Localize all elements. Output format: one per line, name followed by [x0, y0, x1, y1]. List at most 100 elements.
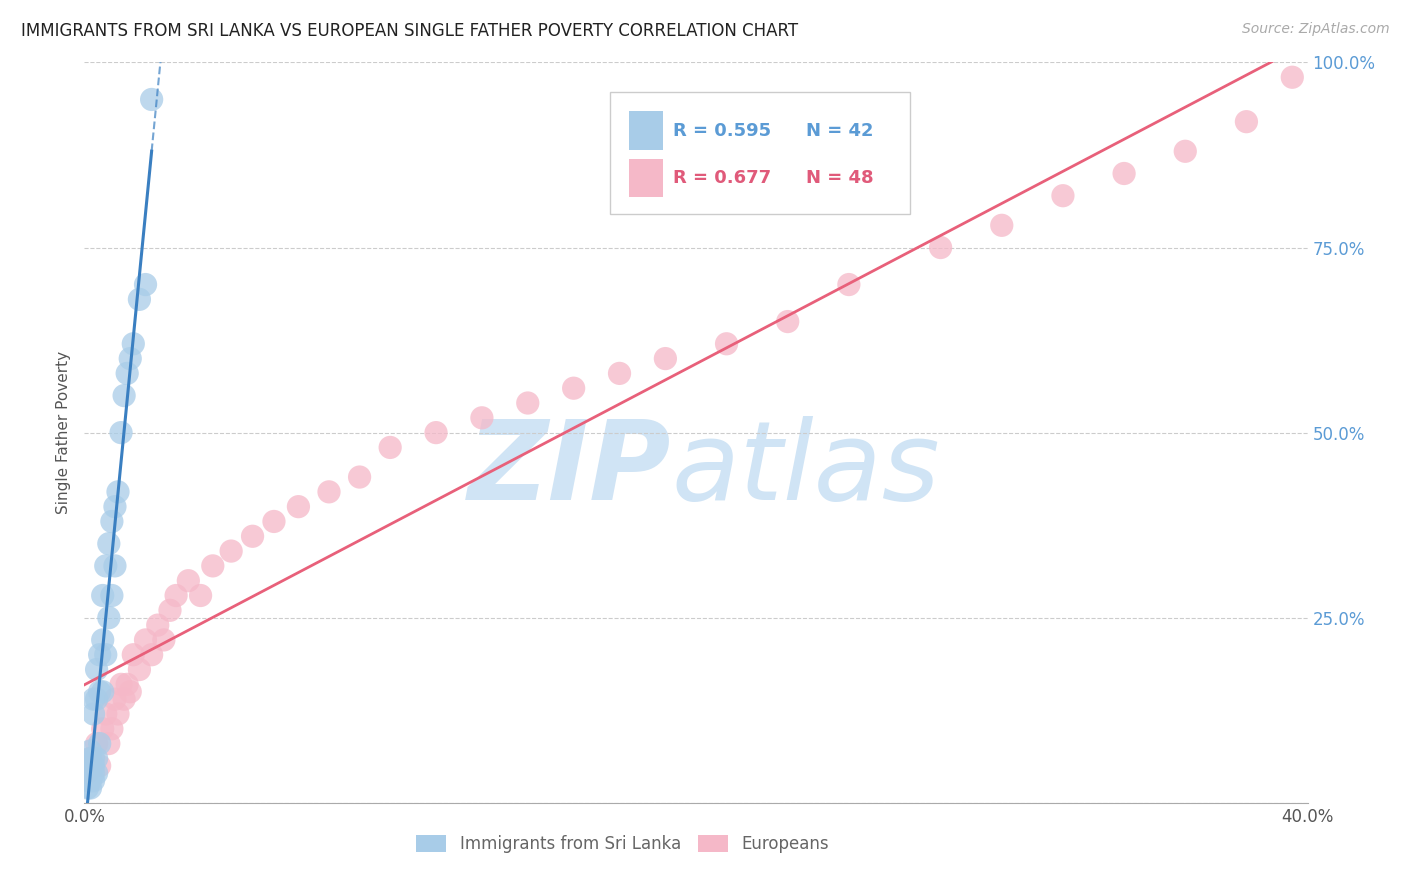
Point [94, 558, 117, 573]
Text: IMMIGRANTS FROM SRI LANKA VS EUROPEAN SINGLE FATHER POVERTY CORRELATION CHART: IMMIGRANTS FROM SRI LANKA VS EUROPEAN SI… [21, 22, 799, 40]
Point [104, 500, 127, 514]
Legend: Immigrants from Sri Lanka, Europeans: Immigrants from Sri Lanka, Europeans [408, 826, 837, 861]
Point [104, 558, 127, 573]
Point [86, 766, 108, 780]
FancyBboxPatch shape [628, 159, 664, 197]
Point [122, 648, 145, 662]
Point [141, 92, 163, 106]
Point [101, 722, 124, 736]
Point [471, 410, 494, 425]
Point [991, 219, 1014, 233]
Text: atlas: atlas [672, 417, 941, 523]
Text: ZIP: ZIP [468, 417, 672, 523]
Point [1281, 70, 1303, 85]
Point [97, 737, 120, 751]
Point [190, 589, 212, 603]
Text: R = 0.595: R = 0.595 [672, 121, 770, 139]
Point [97, 610, 120, 624]
Point [79, 758, 101, 772]
Point [83, 692, 105, 706]
Point [135, 632, 157, 647]
Point [776, 314, 799, 328]
Text: N = 48: N = 48 [806, 169, 873, 187]
Point [107, 706, 129, 721]
Point [654, 351, 676, 366]
Point [79, 751, 101, 765]
Point [101, 515, 124, 529]
Point [89, 758, 111, 772]
FancyBboxPatch shape [610, 92, 910, 214]
Text: N = 42: N = 42 [806, 121, 873, 139]
Point [94, 648, 117, 662]
Point [128, 663, 150, 677]
Point [135, 277, 157, 292]
Point [153, 632, 176, 647]
Point [97, 536, 120, 550]
Point [349, 470, 371, 484]
Point [219, 544, 242, 558]
Point [242, 529, 264, 543]
Point [1174, 145, 1197, 159]
Point [115, 367, 138, 381]
Point [263, 515, 285, 529]
Point [91, 632, 114, 647]
Point [112, 692, 135, 706]
Point [516, 396, 538, 410]
Point [425, 425, 447, 440]
Point [141, 648, 163, 662]
Point [79, 780, 101, 795]
Point [101, 589, 124, 603]
FancyBboxPatch shape [628, 112, 664, 150]
Point [76, 766, 98, 780]
Point [716, 336, 738, 351]
Point [79, 773, 101, 788]
Point [91, 685, 114, 699]
Point [110, 677, 132, 691]
Point [86, 692, 108, 706]
Point [83, 751, 105, 765]
Point [76, 766, 98, 780]
Point [929, 240, 952, 255]
Point [94, 706, 117, 721]
Point [91, 589, 114, 603]
Y-axis label: Single Father Poverty: Single Father Poverty [56, 351, 72, 514]
Text: R = 0.677: R = 0.677 [672, 169, 770, 187]
Point [318, 484, 340, 499]
Point [83, 773, 105, 788]
Point [562, 381, 585, 395]
Point [89, 737, 111, 751]
Point [89, 648, 111, 662]
Point [120, 685, 142, 699]
Point [1052, 188, 1074, 202]
Point [115, 677, 138, 691]
Point [146, 618, 169, 632]
Point [89, 685, 111, 699]
Point [201, 558, 224, 573]
Point [177, 574, 200, 588]
Point [83, 706, 105, 721]
Point [76, 780, 98, 795]
Point [79, 744, 101, 758]
Point [1236, 114, 1258, 128]
Point [112, 388, 135, 402]
Point [609, 367, 631, 381]
Point [1114, 166, 1136, 180]
Point [83, 766, 105, 780]
Point [122, 336, 145, 351]
Point [104, 692, 127, 706]
Point [120, 351, 142, 366]
Point [86, 663, 108, 677]
Text: Source: ZipAtlas.com: Source: ZipAtlas.com [1241, 22, 1389, 37]
Point [165, 589, 187, 603]
Point [128, 293, 150, 307]
Point [107, 484, 129, 499]
Point [86, 751, 108, 765]
Point [79, 766, 101, 780]
Point [838, 277, 860, 292]
Point [86, 737, 108, 751]
Point [287, 500, 309, 514]
Point [83, 758, 105, 772]
Point [79, 751, 101, 765]
Point [110, 425, 132, 440]
Point [159, 603, 181, 617]
